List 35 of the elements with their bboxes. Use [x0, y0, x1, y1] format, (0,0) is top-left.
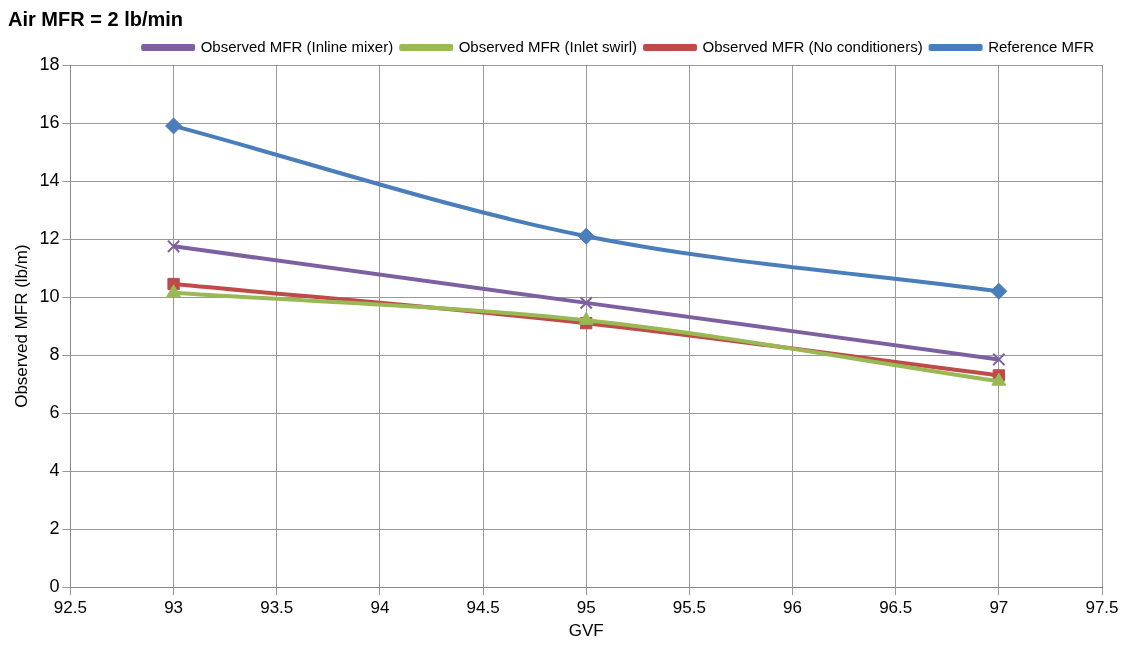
point — [990, 282, 1008, 300]
y-tick-label: 4 — [49, 460, 60, 481]
legend-label: Observed MFR (No conditioners) — [702, 37, 923, 55]
x-axis-title: GVF — [568, 621, 604, 641]
chart-title: Air MFR = 2 lb/min — [8, 7, 184, 30]
y-tick-label: 14 — [39, 170, 60, 191]
point — [579, 296, 593, 310]
y-axis-title: Observed MFR (lb/m) — [11, 244, 31, 408]
point — [166, 239, 181, 253]
x-tick-label: 97 — [989, 598, 1009, 618]
point — [577, 227, 595, 245]
y-tick-label: 8 — [49, 344, 60, 365]
x-tick-label: 95 — [576, 598, 596, 618]
y-tick-label: 18 — [39, 53, 60, 74]
x-tick-label: 96 — [783, 598, 802, 618]
x-tick-label: 97.5 — [1085, 598, 1119, 618]
x-tick-label: 93.5 — [260, 598, 294, 618]
legend-label: Observed MFR (Inlet swirl) — [458, 37, 638, 55]
point — [165, 117, 183, 135]
y-tick-label: 2 — [49, 518, 60, 539]
x-tick-label: 95.5 — [672, 598, 706, 618]
y-tick-label: 0 — [49, 576, 60, 597]
x-tick-label: 93 — [164, 598, 184, 618]
x-tick-label: 94 — [370, 598, 390, 618]
legend-label: Reference MFR — [988, 37, 1095, 55]
y-tick-label: 12 — [39, 228, 60, 249]
x-tick-label: 96.5 — [879, 598, 913, 618]
y-tick-label: 16 — [39, 111, 60, 132]
point — [992, 352, 1006, 367]
y-tick-label: 10 — [39, 286, 60, 307]
legend-label: Observed MFR (Inline mixer) — [200, 37, 394, 55]
x-tick-label: 92.5 — [53, 598, 87, 618]
x-tick-label: 94.5 — [466, 598, 500, 618]
y-tick-label: 6 — [49, 402, 60, 423]
point — [166, 284, 182, 298]
